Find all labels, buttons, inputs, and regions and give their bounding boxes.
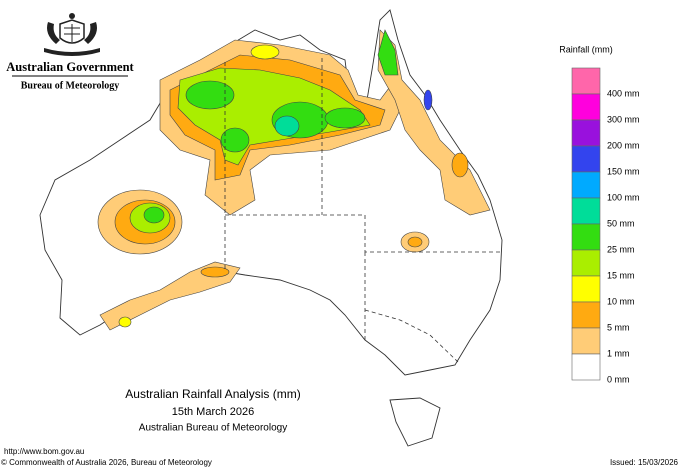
state-borders bbox=[224, 58, 500, 363]
map-title: Australian Rainfall Analysis (mm) bbox=[125, 387, 300, 401]
legend-swatch bbox=[571, 223, 601, 251]
legend-label: 10 mm bbox=[607, 296, 635, 306]
legend-label: 300 mm bbox=[607, 114, 640, 124]
rainfall-areas bbox=[97, 29, 491, 331]
legend-title: Rainfall (mm) bbox=[559, 44, 613, 54]
tasmania bbox=[389, 397, 441, 447]
legend-label: 400 mm bbox=[607, 88, 640, 98]
map-date: 15th March 2026 bbox=[172, 406, 255, 418]
legend-label: 50 mm bbox=[607, 218, 635, 228]
legend-label: 150 mm bbox=[607, 166, 640, 176]
bureau-name: Bureau of Meteorology bbox=[21, 80, 120, 91]
footer-url: http://www.bom.gov.au bbox=[4, 447, 84, 456]
legend-swatch bbox=[571, 275, 601, 303]
map-source: Australian Bureau of Meteorology bbox=[139, 423, 287, 434]
government-name: Australian Government bbox=[6, 60, 134, 74]
legend-swatch bbox=[571, 171, 601, 199]
legend-label: 25 mm bbox=[607, 244, 635, 254]
legend-swatch bbox=[571, 249, 601, 277]
legend-swatch bbox=[571, 145, 601, 173]
footer-issued: Issued: 15/03/2026 bbox=[610, 458, 679, 467]
legend-label: 1 mm bbox=[607, 348, 630, 358]
crest bbox=[44, 13, 100, 56]
legend-swatch bbox=[571, 119, 601, 147]
legend-swatch bbox=[571, 197, 601, 225]
legend-swatch bbox=[571, 301, 601, 329]
legend-label: 100 mm bbox=[607, 192, 640, 202]
legend-label: 200 mm bbox=[607, 140, 640, 150]
footer-copyright: © Commonwealth of Australia 2026, Bureau… bbox=[1, 458, 212, 467]
legend-swatch bbox=[571, 327, 601, 355]
legend-swatch bbox=[571, 93, 601, 121]
legend-swatch bbox=[571, 353, 601, 381]
legend-label: 15 mm bbox=[607, 270, 635, 280]
legend-swatch bbox=[571, 67, 601, 95]
legend-label: 0 mm bbox=[607, 374, 630, 384]
legend-label: 5 mm bbox=[607, 322, 630, 332]
legend: Rainfall (mm) 400 mm 300 mm 200 mm 150 mm 10… bbox=[559, 44, 639, 384]
